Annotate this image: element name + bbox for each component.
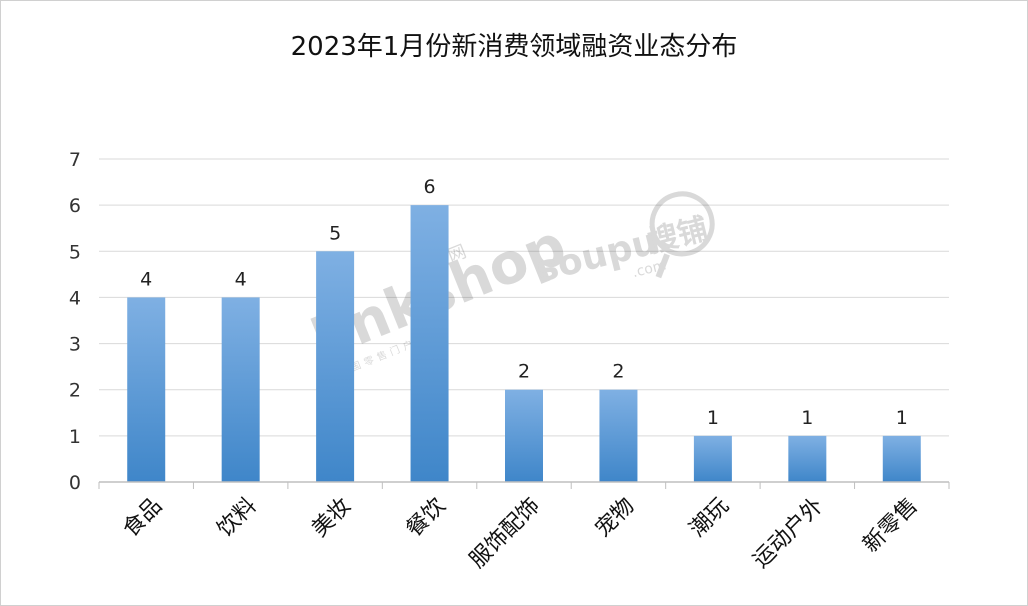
bar (410, 205, 449, 482)
y-tick-label: 1 (69, 426, 81, 448)
y-tick-label: 4 (69, 287, 81, 309)
bar (505, 389, 543, 482)
bar (221, 297, 260, 482)
y-axis-labels: 0 1 2 3 4 5 6 7 (69, 149, 81, 494)
data-label: 2 (612, 361, 624, 383)
soupu-magnifier-handle (655, 253, 670, 279)
data-label: 2 (518, 361, 530, 383)
x-tick-label: 潮玩 (685, 493, 734, 542)
x-tick-label: 服饰配饰 (465, 493, 545, 573)
bars (127, 205, 921, 482)
data-labels: 4 4 5 6 2 2 1 1 1 (140, 176, 908, 429)
y-tick-label: 5 (69, 241, 81, 263)
soupu-magnifier-ring (649, 191, 715, 257)
bar (882, 435, 921, 482)
bar (599, 389, 638, 482)
data-label: 6 (424, 176, 436, 198)
y-tick-label: 6 (69, 195, 81, 217)
bar (316, 251, 355, 482)
x-tick-label: 食品 (118, 493, 167, 542)
x-tick-label: 饮料 (213, 493, 262, 542)
y-tick-label: 3 (69, 334, 81, 356)
data-label: 1 (707, 407, 719, 429)
x-axis-labels: 食品 饮料 美妆 餐饮 服饰配饰 宠物 潮玩 运动户外 新零售 (118, 493, 922, 573)
data-label: 4 (235, 268, 247, 290)
y-tick-label: 0 (69, 472, 81, 494)
x-tick-label: 美妆 (307, 493, 356, 542)
bar (788, 435, 827, 482)
x-tick-label: 宠物 (591, 493, 640, 542)
gridlines (98, 158, 950, 489)
chart-title: 2023年1月份新消费领域融资业态分布 (290, 32, 738, 62)
y-tick-label: 2 (69, 380, 81, 402)
y-tick-label: 7 (69, 149, 81, 171)
data-label: 1 (896, 407, 908, 429)
x-tick-label: 新零售 (858, 493, 922, 557)
bar (127, 297, 166, 482)
data-label: 4 (140, 268, 152, 290)
watermark: linkshop 联商网 中国零售门户网站 soupu .com 搜铺 (303, 191, 715, 379)
data-label: 5 (329, 222, 341, 244)
bar (693, 435, 732, 482)
x-tick-label: 餐饮 (402, 493, 451, 542)
data-label: 1 (801, 407, 813, 429)
x-tick-label: 运动户外 (748, 493, 828, 573)
